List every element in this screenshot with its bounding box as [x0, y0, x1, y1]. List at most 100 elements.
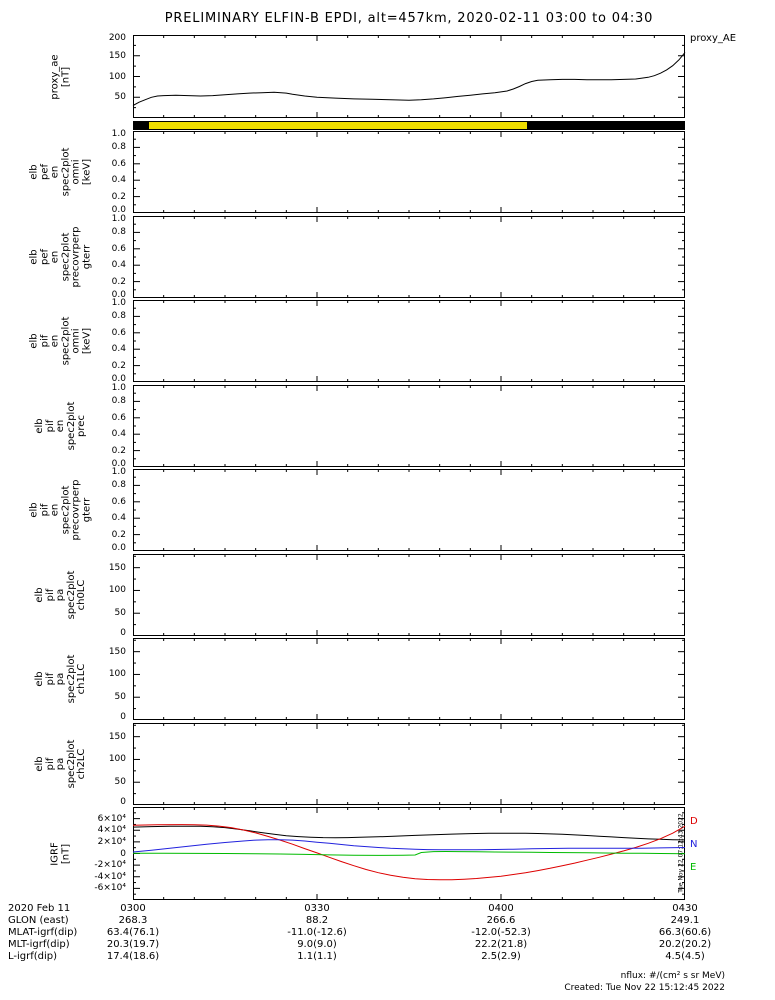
y-tick-label: 0.8 [111, 396, 126, 407]
y-tick-label: 0.2 [111, 445, 126, 456]
footer-row-value: 20.3(19.7) [106, 939, 160, 950]
panel-y-axis-label: IGRF [nT] [49, 841, 72, 866]
panel-pif-pa-ch2lc [133, 723, 685, 805]
panel-y-axis-label: elb pif pa spec2plot ch1LC [33, 654, 87, 704]
y-tick-label: 0.4 [111, 175, 126, 186]
trace-label-e: E [690, 862, 697, 874]
trace-d [132, 824, 686, 881]
y-tick-label: 0.0 [111, 543, 126, 553]
y-tick-label: 0.8 [111, 311, 126, 322]
panel-plot-area [133, 554, 685, 636]
y-tick-label: 6×10⁴ [97, 813, 126, 824]
panel-pif-en-omni [133, 300, 685, 382]
footer-row-value: 66.3(60.6) [658, 927, 712, 938]
trace-b_total [132, 825, 686, 841]
y-tick-label: 0 [120, 848, 126, 859]
footer-row-value: 266.6 [486, 915, 516, 926]
panel-pif-en-prec [133, 385, 685, 467]
panel-plot-area [133, 385, 685, 467]
footer-row-value: 88.2 [305, 915, 329, 926]
y-tick-label: 0.0 [111, 205, 126, 215]
status-bar [133, 121, 685, 130]
panel-plot-area [132, 807, 686, 900]
status-bar-segment [527, 122, 684, 129]
y-tick-label: 0.0 [111, 290, 126, 300]
trace-n [132, 839, 686, 853]
footer-row-value: 0400 [488, 903, 514, 914]
y-tick-label: 50 [114, 692, 126, 703]
panel-plot-area [132, 35, 686, 118]
trace-e [133, 850, 686, 856]
y-tick-label: 0 [120, 797, 126, 807]
panel-plot-area [133, 723, 685, 805]
y-tick-label: 0.2 [111, 360, 126, 371]
y-tick-label: 0.6 [111, 412, 126, 423]
plot-title: PRELIMINARY ELFIN-B EPDI, alt=457km, 202… [164, 11, 654, 26]
footer-row-value: 2.5(2.9) [481, 951, 521, 962]
footer-row-value: 4.5(4.5) [665, 951, 705, 962]
footer-row-label: MLT-igrf(dip) [8, 939, 70, 950]
y-tick-label: 0 [120, 712, 126, 722]
panel-y-axis-label: elb pif en spec2plot prec [33, 401, 87, 451]
panel-pif-pa-ch0lc [133, 554, 685, 636]
panel-plot-area [133, 131, 685, 213]
y-tick-label: 150 [108, 731, 126, 742]
footer-row-value: -11.0(-12.6) [287, 927, 347, 938]
footer-row-value: 1.1(1.1) [297, 951, 337, 962]
y-tick-label: 50 [114, 777, 126, 788]
y-tick-label: -4×10⁴ [94, 871, 126, 882]
y-tick-label: 100 [108, 754, 126, 765]
panel-plot-area [133, 300, 685, 382]
y-tick-label: 0.6 [111, 327, 126, 338]
y-tick-label: 4×10⁴ [97, 825, 126, 836]
status-bar-segment [148, 122, 528, 129]
footer-row-value: 22.2(21.8) [474, 939, 528, 950]
footer-row-label: L-igrf(dip) [8, 951, 58, 962]
panel-igrf [132, 807, 686, 900]
panel-y-axis-label: elb pef en spec2plot omni [keV] [28, 147, 93, 197]
y-tick-label: 0.0 [111, 374, 126, 384]
y-tick-label: 0.6 [111, 496, 126, 507]
y-tick-label: 1.0 [111, 467, 126, 477]
footer-row-value: 268.3 [118, 915, 148, 926]
y-tick-label: 0.4 [111, 260, 126, 271]
panel-pef-en-precovrperp-gterr [133, 216, 685, 298]
footer-row-label: MLAT-igrf(dip) [8, 927, 78, 938]
y-tick-label: 0.4 [111, 344, 126, 355]
panel-plot-area [133, 638, 685, 720]
panel-y-axis-label: proxy_ae [nT] [49, 53, 72, 100]
panel-plot-area [133, 216, 685, 298]
y-tick-label: 0.2 [111, 529, 126, 540]
y-tick-label: 150 [108, 646, 126, 657]
footer-row-value: -12.0(-52.3) [471, 927, 531, 938]
y-tick-label: 0.2 [111, 191, 126, 202]
created-timestamp: Created: Tue Nov 22 15:12:45 2022 [564, 983, 725, 993]
footer-row-value: 249.1 [670, 915, 700, 926]
panel-y-axis-label: elb pif pa spec2plot ch2LC [33, 739, 87, 789]
y-tick-label: 1.0 [111, 129, 126, 139]
render-timestamp-watermark: Tue Nov 22 07:12:43 2022 [677, 813, 685, 893]
y-tick-label: 0.2 [111, 276, 126, 287]
y-tick-label: 0.4 [111, 429, 126, 440]
y-tick-label: 0.8 [111, 227, 126, 238]
panel-y-axis-label: elb pef en spec2plot precovrperp gterr [28, 226, 93, 288]
y-tick-label: 50 [114, 608, 126, 619]
panel-proxy-ae [132, 35, 686, 118]
footer-row-value: 9.0(9.0) [297, 939, 337, 950]
y-tick-label: 150 [108, 50, 126, 61]
trace-label-d: D [690, 815, 698, 827]
y-tick-label: 0.8 [111, 480, 126, 491]
trace-label-proxy_ae: proxy_AE [690, 33, 737, 45]
status-bar-segment [134, 122, 149, 129]
y-tick-label: 0.0 [111, 459, 126, 469]
y-tick-label: 50 [114, 92, 126, 103]
y-tick-label: 0 [120, 628, 126, 638]
footer-row-value: 17.4(18.6) [106, 951, 160, 962]
y-tick-label: 1.0 [111, 298, 126, 308]
footer-row-value: 20.2(20.2) [658, 939, 712, 950]
panel-y-axis-label: elb pif pa spec2plot ch0LC [33, 570, 87, 620]
y-tick-label: 0.8 [111, 142, 126, 153]
panel-y-axis-label: elb pif en spec2plot precovrperp gterr [28, 479, 93, 541]
footer-row-value: 0330 [304, 903, 330, 914]
